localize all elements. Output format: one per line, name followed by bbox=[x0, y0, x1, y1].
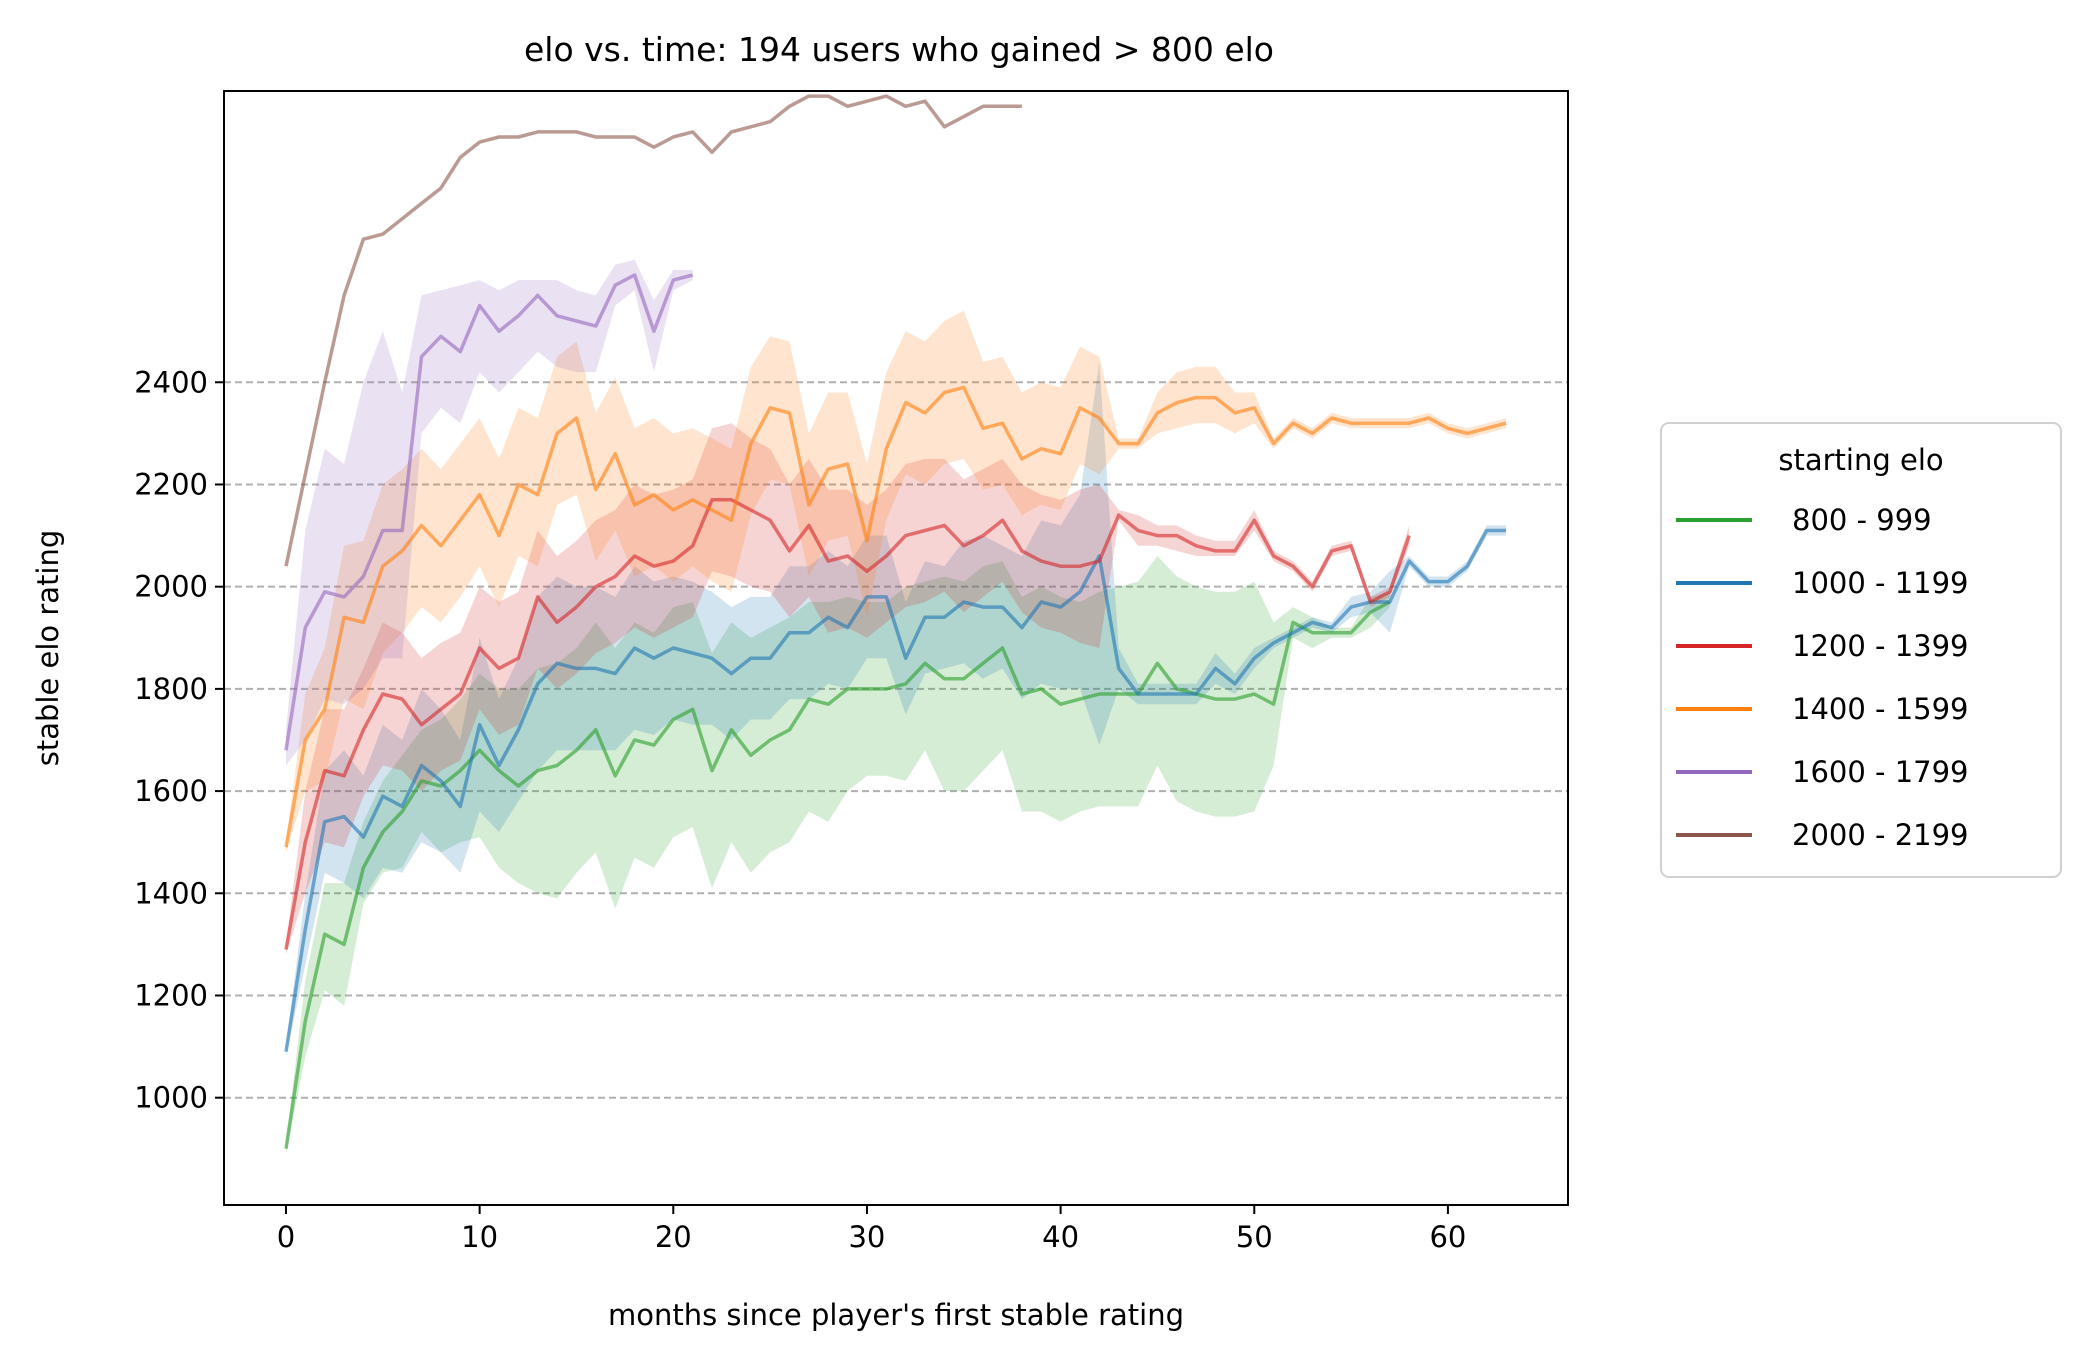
x-tick-label: 40 bbox=[1042, 1220, 1079, 1254]
x-tick-label: 0 bbox=[277, 1220, 295, 1254]
series-line-1600-1799 bbox=[284, 273, 694, 751]
y-axis-ticks: 1000 1200 1400 1600 1800 2000 2200 2400 bbox=[134, 365, 224, 1115]
legend: starting elo 800 - 999 1000 - 1199 1200 - … bbox=[1660, 422, 2062, 878]
y-tick-label: 1000 bbox=[134, 1081, 208, 1115]
legend-frame bbox=[1660, 422, 2062, 878]
series-line-1400-1599 bbox=[284, 385, 1507, 848]
y-tick-label: 1800 bbox=[134, 672, 208, 706]
chart-title: elo vs. time: 194 users who gained > 800… bbox=[524, 30, 1274, 69]
x-tick-label: 30 bbox=[848, 1220, 885, 1254]
x-tick-label: 50 bbox=[1236, 1220, 1273, 1254]
y-tick-label: 2000 bbox=[134, 570, 208, 604]
x-axis-ticks: 0 10 20 30 40 50 60 bbox=[277, 1205, 1466, 1254]
legend-label-1200-1399: 1200 - 1399 bbox=[1792, 629, 1969, 663]
legend-label-1600-1799: 1600 - 1799 bbox=[1792, 755, 1969, 789]
series-line-1000-1199 bbox=[284, 528, 1506, 1052]
y-tick-label: 2200 bbox=[134, 467, 208, 501]
ci-band-1000-1199 bbox=[286, 361, 1506, 1057]
x-tick-label: 60 bbox=[1429, 1220, 1466, 1254]
legend-title: starting elo bbox=[1778, 443, 1943, 477]
ci-band-1600-1799 bbox=[286, 259, 693, 766]
legend-label-1000-1199: 1000 - 1199 bbox=[1792, 566, 1969, 600]
y-tick-label: 1200 bbox=[134, 978, 208, 1012]
y-tick-label: 1400 bbox=[134, 876, 208, 910]
legend-label-1400-1599: 1400 - 1599 bbox=[1792, 692, 1969, 726]
y-tick-label: 2400 bbox=[134, 365, 208, 399]
plot-frame bbox=[223, 90, 1569, 1206]
series-lines bbox=[284, 94, 1507, 1150]
series-line-1200-1399 bbox=[284, 498, 1411, 950]
x-axis-label: months since player's first stable ratin… bbox=[608, 1298, 1184, 1332]
ci-band-800-999 bbox=[286, 556, 1390, 1154]
x-tick-label: 20 bbox=[655, 1220, 692, 1254]
legend-label-2000-2199: 2000 - 2199 bbox=[1792, 818, 1969, 852]
y-tick-label: 1600 bbox=[134, 774, 208, 808]
legend-items: 800 - 999 1000 - 1199 1200 - 1399 1400 - 15… bbox=[1676, 503, 1969, 852]
y-axis-label: stable elo rating bbox=[31, 530, 65, 767]
legend-label-800-999: 800 - 999 bbox=[1792, 503, 1932, 537]
x-tick-label: 10 bbox=[461, 1220, 498, 1254]
ci-band-1200-1399 bbox=[286, 423, 1410, 955]
series-line-2000-2199 bbox=[284, 94, 1022, 567]
confidence-bands bbox=[286, 96, 1506, 1154]
ci-band-1400-1599 bbox=[286, 310, 1506, 853]
